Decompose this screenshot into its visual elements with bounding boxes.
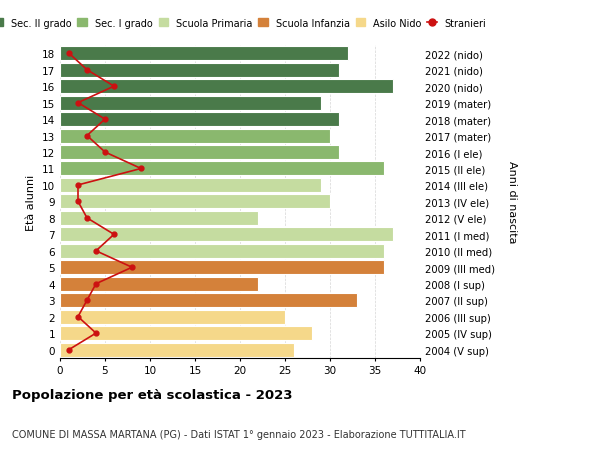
Bar — [60, 63, 339, 78]
Bar — [60, 228, 393, 242]
Bar — [60, 162, 384, 176]
Bar — [60, 244, 384, 258]
Bar — [60, 343, 294, 357]
Bar — [60, 261, 384, 274]
Bar — [60, 212, 258, 225]
Bar — [60, 277, 258, 291]
Text: Popolazione per età scolastica - 2023: Popolazione per età scolastica - 2023 — [12, 388, 293, 401]
Bar — [60, 294, 357, 308]
Y-axis label: Anni di nascita: Anni di nascita — [506, 161, 517, 243]
Bar — [60, 129, 330, 143]
Y-axis label: Età alunni: Età alunni — [26, 174, 37, 230]
Bar — [60, 179, 321, 192]
Bar — [60, 146, 339, 160]
Bar — [60, 113, 339, 127]
Bar — [60, 47, 348, 61]
Bar — [60, 80, 393, 94]
Bar — [60, 96, 321, 110]
Bar — [60, 195, 330, 209]
Bar — [60, 310, 285, 324]
Legend: Sec. II grado, Sec. I grado, Scuola Primaria, Scuola Infanzia, Asilo Nido, Stran: Sec. II grado, Sec. I grado, Scuola Prim… — [0, 18, 487, 28]
Bar — [60, 326, 312, 341]
Text: COMUNE DI MASSA MARTANA (PG) - Dati ISTAT 1° gennaio 2023 - Elaborazione TUTTITA: COMUNE DI MASSA MARTANA (PG) - Dati ISTA… — [12, 429, 466, 439]
